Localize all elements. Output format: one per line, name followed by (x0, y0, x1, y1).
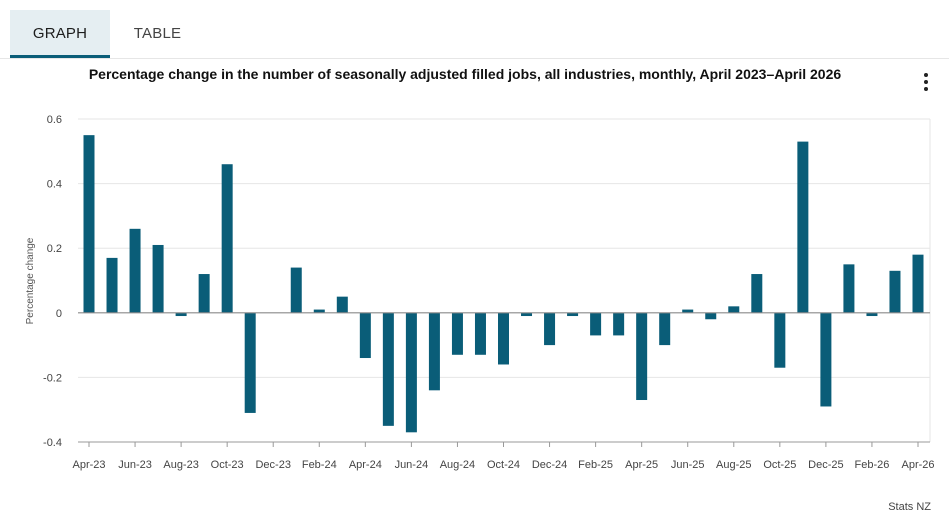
x-axis: Apr-23 Jun-23 Aug-23 Oct-23 Dec-23 Feb-24 Apr-… (72, 312, 935, 471)
bar (682, 309, 694, 313)
x-tick-label: Apr-26 (901, 459, 934, 471)
bar (889, 270, 901, 313)
bar (244, 312, 256, 413)
bar (613, 312, 625, 336)
bar (175, 312, 187, 317)
bar (521, 312, 533, 317)
bar (106, 257, 118, 313)
bar (774, 312, 786, 368)
source-credit: Stats NZ (888, 501, 931, 513)
bar (820, 312, 832, 407)
bar (152, 244, 164, 313)
x-tick-label: Apr-23 (72, 459, 105, 471)
y-tick-label: 0 (56, 308, 62, 320)
y-tick-label: -0.2 (43, 372, 62, 384)
x-tick-label: Feb-26 (855, 459, 890, 471)
bars (83, 135, 924, 433)
x-tick-label: Jun-24 (395, 459, 429, 471)
bar (83, 135, 95, 313)
bar (382, 312, 394, 426)
bar (567, 312, 579, 317)
bar (428, 312, 440, 391)
bar (843, 264, 855, 313)
x-tick-label: Feb-24 (302, 459, 337, 471)
y-tick-label: -0.4 (43, 437, 62, 449)
bar (659, 312, 671, 346)
x-tick-label: Apr-24 (349, 459, 382, 471)
x-tick-label: Dec-23 (255, 459, 290, 471)
x-tick-label: Aug-23 (163, 459, 198, 471)
x-tick-label: Jun-23 (118, 459, 152, 471)
bar (498, 312, 509, 365)
bar (313, 309, 325, 313)
y-tick-label: 0.6 (47, 114, 62, 126)
tab-bar: GRAPH TABLE (0, 0, 949, 59)
y-axis-tick-labels: -0.4 -0.2 0 0.2 0.4 0.6 (43, 114, 62, 449)
bar (474, 312, 486, 355)
bar (544, 312, 556, 346)
chart-title: Percentage change in the number of seaso… (88, 66, 842, 82)
tab-table[interactable]: TABLE (133, 25, 182, 42)
x-tick-label: Jun-25 (671, 459, 705, 471)
bar (866, 312, 878, 317)
x-tick-label: Dec-25 (808, 459, 843, 471)
x-tick-label: Aug-25 (716, 459, 751, 471)
x-tick-label: Aug-24 (440, 459, 475, 471)
x-tick-label: Oct-24 (487, 459, 520, 471)
x-tick-label: Oct-23 (211, 459, 244, 471)
bar (359, 312, 371, 359)
bar (129, 228, 141, 313)
bar (405, 312, 417, 433)
tab-graph[interactable]: GRAPH (10, 10, 110, 58)
bar (590, 312, 602, 336)
y-axis-label: Percentage change (25, 237, 36, 324)
bar (336, 296, 348, 313)
y-tick-label: 0.2 (47, 243, 62, 255)
bar (451, 312, 463, 355)
bar (751, 274, 763, 313)
bar (198, 274, 210, 313)
vertical-ellipsis-icon[interactable] (918, 71, 934, 93)
bar (728, 306, 740, 313)
x-tick-label: Oct-25 (763, 459, 796, 471)
bar (705, 312, 717, 320)
bar (797, 141, 809, 313)
bar (636, 312, 648, 401)
x-tick-label: Apr-25 (625, 459, 658, 471)
bar (290, 267, 302, 313)
x-tick-label: Feb-25 (578, 459, 613, 471)
bar (912, 254, 924, 313)
x-tick-label: Dec-24 (532, 459, 567, 471)
bar (221, 164, 233, 313)
y-tick-label: 0.4 (47, 179, 62, 191)
